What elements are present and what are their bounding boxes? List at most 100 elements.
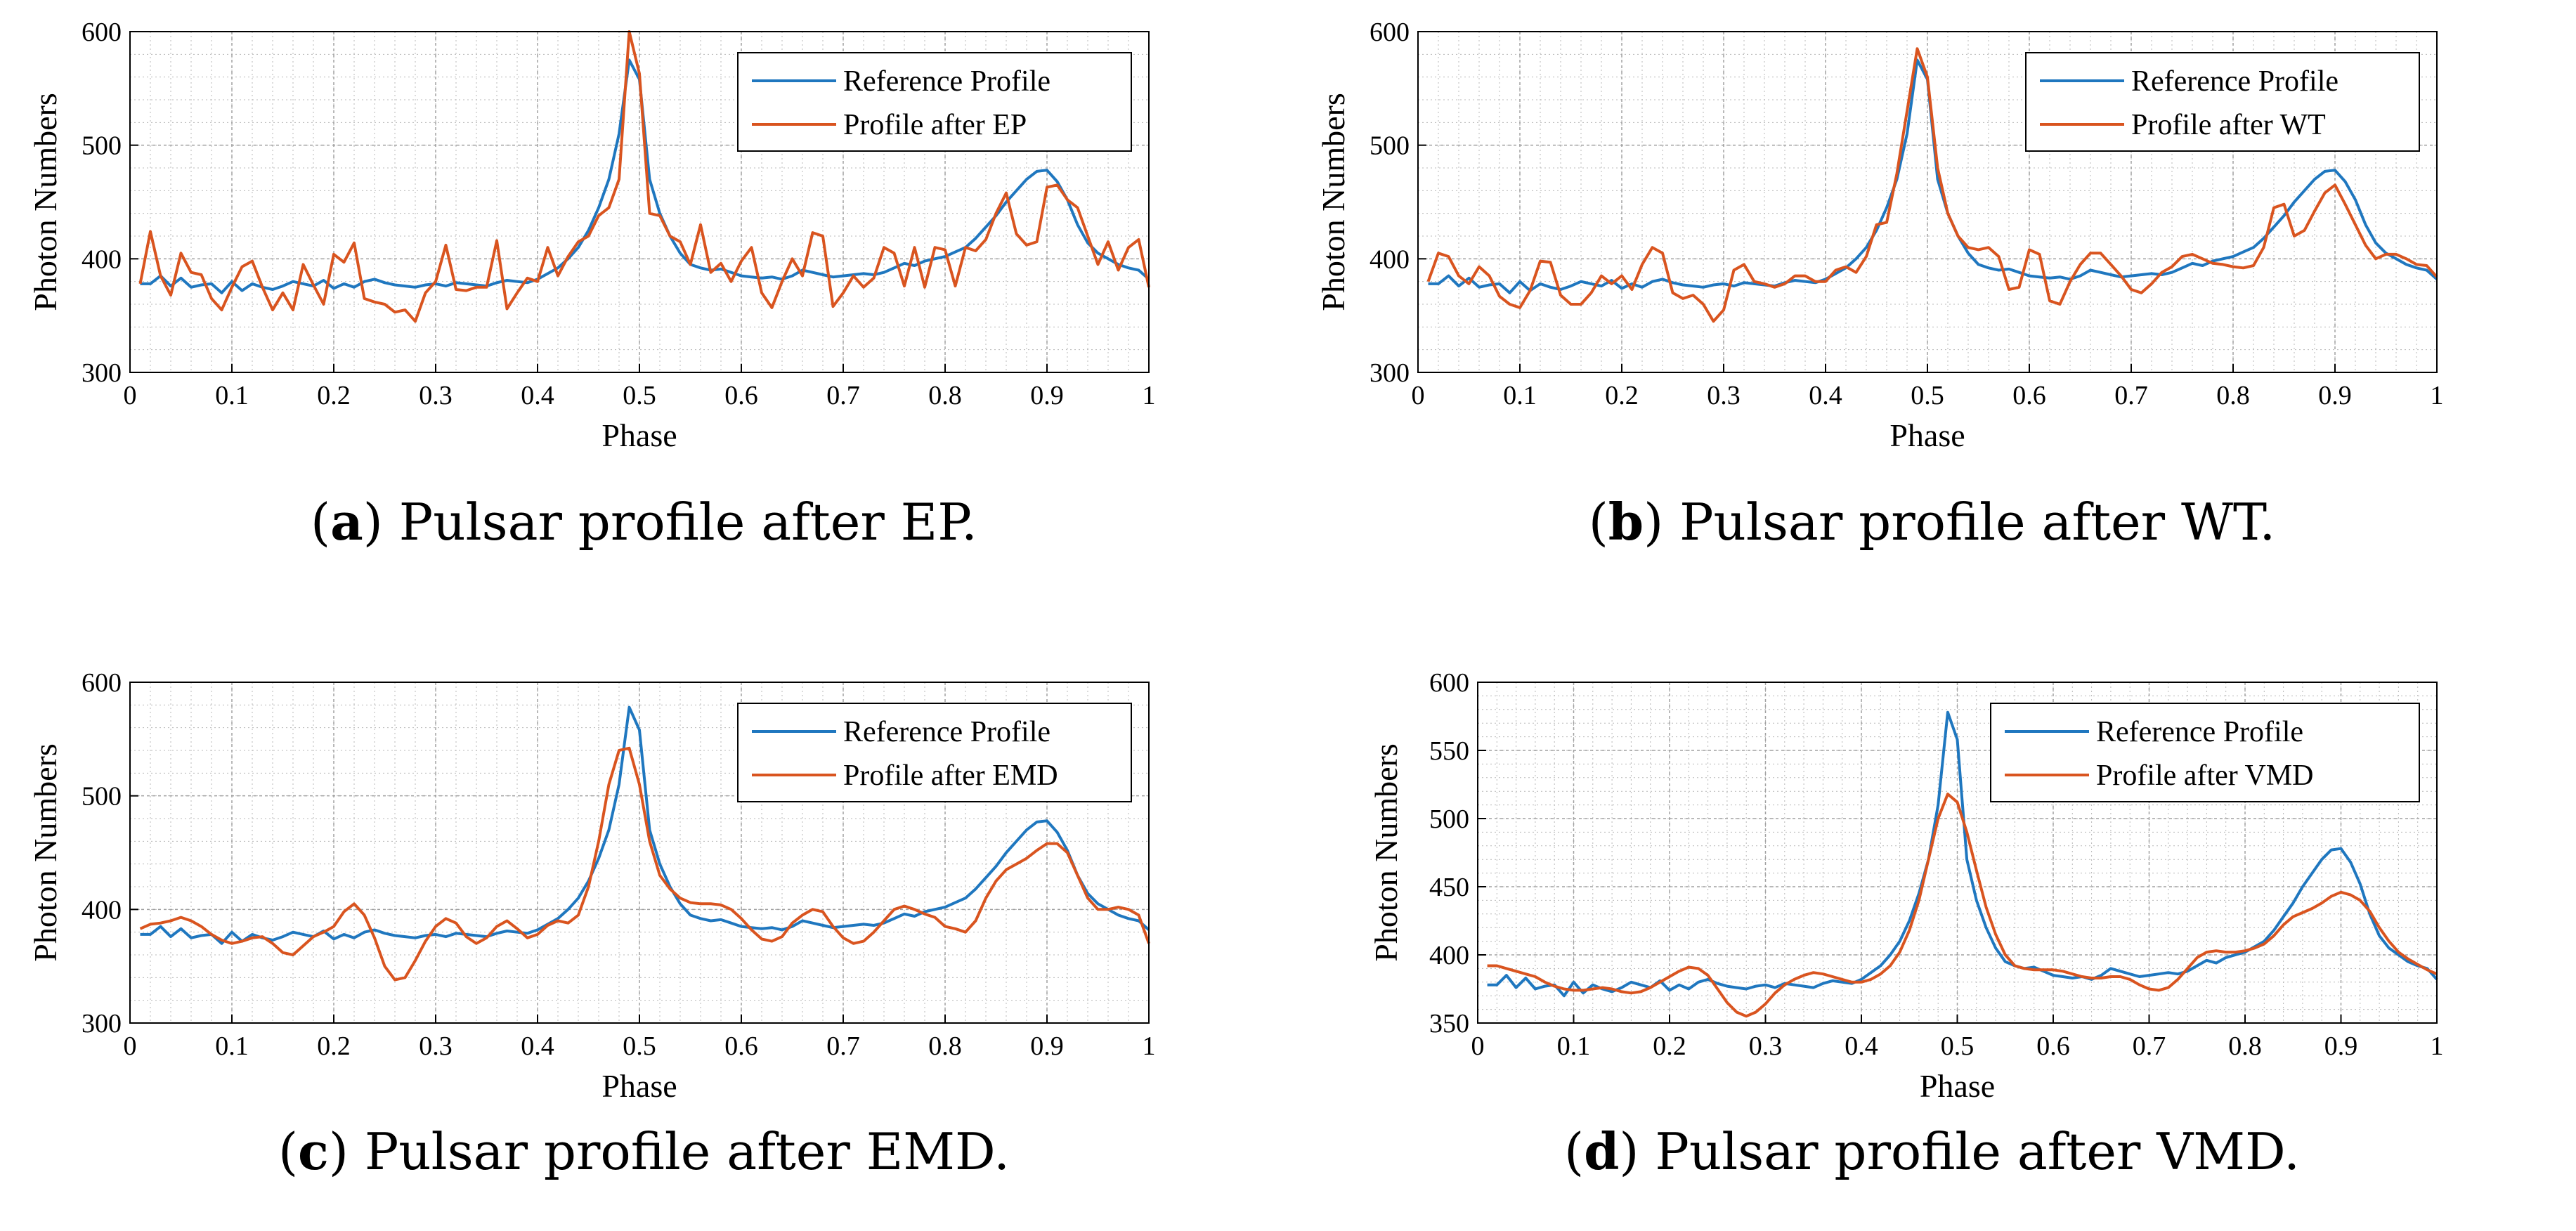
series-line-reference	[140, 705, 1150, 945]
chart-a: 0 0.1 0.2 0.3 0.4 0.5 0.6 0.7 0.8 0.9 1 300 400 500 60…	[27, 18, 1156, 453]
caption-a-letter: a	[330, 492, 363, 552]
legend: Reference Profile Profile after VMD	[1990, 703, 2420, 802]
caption-a-text: Pulsar profile after EP.	[398, 493, 977, 552]
y-tick-label: 500	[82, 131, 122, 161]
y-tick-label: 300	[1370, 358, 1410, 388]
legend-label: Profile after EP	[843, 109, 1027, 141]
legend-box	[2025, 52, 2420, 152]
y-axis-label: Photon Numbers	[27, 743, 63, 962]
caption-c-text: Pulsar profile after EMD.	[364, 1122, 1010, 1181]
x-tick-label: 0.7	[2133, 1031, 2166, 1061]
series-line-processed	[138, 30, 1150, 323]
x-tick-label: 0.2	[317, 381, 351, 410]
x-tick-label: 0.7	[826, 381, 860, 410]
x-tick-label: 1	[2431, 381, 2444, 410]
legend-box	[737, 703, 1132, 802]
x-tick-label: 0.4	[1809, 381, 1842, 410]
x-axis-label: Phase	[1889, 417, 1965, 453]
y-tick-label: 500	[1429, 805, 1469, 834]
caption-d: (d) Pulsar profile after VMD.	[1563, 1121, 2301, 1181]
chart-c: 0 0.1 0.2 0.3 0.4 0.5 0.6 0.7 0.8 0.9 1 300 400 500 60…	[27, 668, 1156, 1104]
x-tick-label: 0	[124, 381, 137, 410]
x-tick-label: 0.9	[2324, 1031, 2358, 1061]
series-line-processed	[1487, 793, 2438, 1018]
x-tick-label: 0	[124, 1031, 137, 1061]
y-tick-label: 400	[1429, 941, 1469, 970]
y-tick-label: 550	[1429, 736, 1469, 766]
chart-d: 0 0.1 0.2 0.3 0.4 0.5 0.6 0.7 0.8 0.9 1 350 400 450 50…	[1368, 668, 2444, 1104]
y-tick-label: 400	[1370, 245, 1410, 274]
y-tick-label: 300	[82, 358, 122, 388]
x-tick-label: 0.7	[2114, 381, 2148, 410]
panel-b: 0 0.1 0.2 0.3 0.4 0.5 0.6 0.7 0.8 0.9 1 300 400 500 60…	[1288, 0, 2576, 616]
caption-c-letter: c	[298, 1121, 329, 1181]
legend-label: Reference Profile	[2096, 716, 2303, 748]
x-tick-label: 0.3	[419, 381, 453, 410]
x-tick-label: 0.3	[419, 1031, 453, 1061]
legend-label: Profile after WT	[2131, 109, 2326, 141]
y-tick-label: 450	[1429, 873, 1469, 902]
x-tick-label: 0.6	[2012, 381, 2046, 410]
x-tick-label: 0.3	[1749, 1031, 1783, 1061]
x-tick-label: 0.5	[1941, 1031, 1975, 1061]
x-tick-label: 0.5	[623, 1031, 656, 1061]
x-tick-label: 0.1	[215, 381, 249, 410]
legend: Reference Profile Profile after WT	[2025, 52, 2420, 152]
legend-label: Reference Profile	[843, 716, 1050, 748]
caption-b-letter: b	[1608, 492, 1644, 552]
x-tick-label: 1	[1143, 381, 1156, 410]
x-tick-label: 0.6	[2036, 1031, 2070, 1061]
x-tick-label: 0.8	[928, 1031, 962, 1061]
y-tick-label: 600	[82, 668, 122, 698]
x-tick-label: 0.8	[2216, 381, 2250, 410]
x-tick-label: 1	[1143, 1031, 1156, 1061]
series-line-reference	[1487, 710, 2438, 998]
legend-label: Profile after VMD	[2096, 760, 2313, 792]
x-axis-label: Phase	[601, 417, 677, 453]
x-tick-label: 0.4	[521, 1031, 554, 1061]
y-axis-label: Photon Numbers	[1368, 743, 1404, 962]
x-tick-label: 0.1	[1503, 381, 1537, 410]
legend-label: Reference Profile	[2131, 65, 2338, 98]
legend: Reference Profile Profile after EP	[737, 52, 1132, 152]
x-tick-label: 0.4	[521, 381, 554, 410]
x-tick-label: 0.9	[2318, 381, 2352, 410]
panel-c: 0 0.1 0.2 0.3 0.4 0.5 0.6 0.7 0.8 0.9 1 300 400 500 60…	[0, 616, 1288, 1231]
caption-c: (c) Pulsar profile after EMD.	[278, 1121, 1010, 1181]
x-tick-label: 0.5	[1911, 381, 1944, 410]
caption-b: (b) Pulsar profile after WT.	[1588, 492, 2276, 552]
x-tick-label: 0.3	[1707, 381, 1741, 410]
y-axis-label: Photon Numbers	[1315, 93, 1351, 311]
x-tick-label: 0.6	[724, 1031, 758, 1061]
x-axis-label: Phase	[1920, 1068, 1995, 1104]
x-tick-label: 0	[1471, 1031, 1485, 1061]
y-axis-label: Photon Numbers	[27, 93, 63, 311]
x-tick-label: 0.8	[2228, 1031, 2262, 1061]
y-tick-label: 600	[1370, 18, 1410, 47]
x-tick-label: 0.1	[215, 1031, 249, 1061]
legend-label: Profile after EMD	[843, 760, 1058, 792]
y-tick-label: 500	[1370, 131, 1410, 161]
x-tick-label: 0.6	[724, 381, 758, 410]
x-tick-label: 0.7	[826, 1031, 860, 1061]
x-tick-label: 0	[1412, 381, 1425, 410]
x-tick-label: 0.1	[1557, 1031, 1591, 1061]
caption-d-text: Pulsar profile after VMD.	[1655, 1122, 2301, 1181]
y-tick-label: 400	[82, 245, 122, 274]
y-tick-label: 400	[82, 895, 122, 925]
x-tick-label: 0.2	[317, 1031, 351, 1061]
panel-d: 0 0.1 0.2 0.3 0.4 0.5 0.6 0.7 0.8 0.9 1 350 400 450 50…	[1288, 616, 2576, 1231]
x-axis-label: Phase	[601, 1068, 677, 1104]
y-tick-label: 300	[82, 1009, 122, 1038]
legend-label: Reference Profile	[843, 65, 1050, 98]
x-tick-label: 0.2	[1605, 381, 1639, 410]
legend-box	[737, 52, 1132, 152]
chart-b: 0 0.1 0.2 0.3 0.4 0.5 0.6 0.7 0.8 0.9 1 300 400 500 60…	[1315, 18, 2444, 453]
y-tick-label: 500	[82, 782, 122, 812]
x-tick-label: 0.9	[1030, 1031, 1064, 1061]
x-tick-label: 1	[2431, 1031, 2444, 1061]
caption-a: (a) Pulsar profile after EP.	[311, 492, 977, 552]
caption-d-letter: d	[1584, 1121, 1620, 1181]
y-tick-label: 600	[82, 18, 122, 47]
y-tick-label: 350	[1429, 1009, 1469, 1038]
